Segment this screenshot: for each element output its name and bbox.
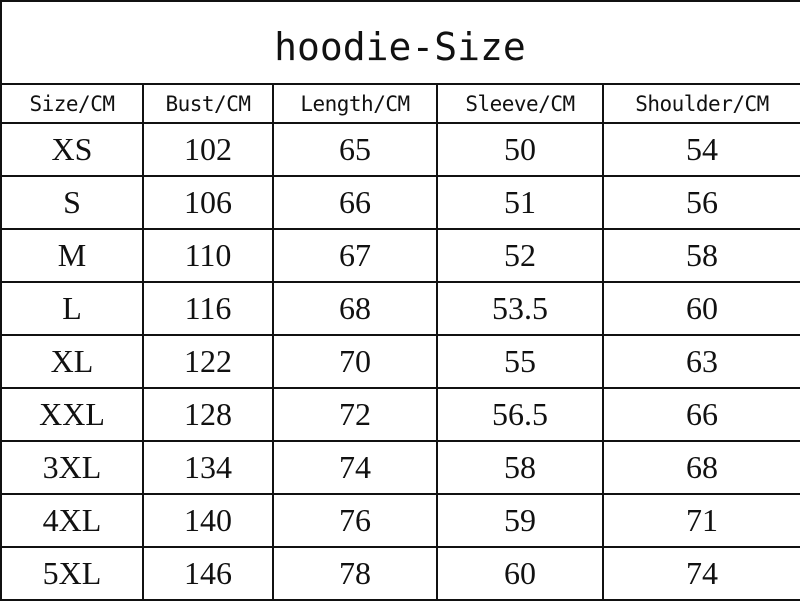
table-cell: 67	[272, 228, 438, 283]
table-title: hoodie-Size	[274, 25, 526, 69]
table-row: XL 122 70 55 63	[0, 334, 800, 389]
column-header: Shoulder/CM	[602, 83, 800, 124]
table-row: L 116 68 53.5 60	[0, 281, 800, 336]
table-cell: 55	[436, 334, 604, 389]
table-row: 4XL 140 76 59 71	[0, 493, 800, 548]
table-cell: 65	[272, 122, 438, 177]
table-cell: 74	[272, 440, 438, 495]
table-cell: 128	[142, 387, 274, 442]
table-cell: 71	[602, 493, 800, 548]
table-cell: 66	[272, 175, 438, 230]
table-cell: 140	[142, 493, 274, 548]
table-cell: 68	[272, 281, 438, 336]
table-cell: 58	[436, 440, 604, 495]
table-cell: 68	[602, 440, 800, 495]
column-header: Length/CM	[272, 83, 438, 124]
table-cell: 50	[436, 122, 604, 177]
table-cell: 53.5	[436, 281, 604, 336]
table-cell: M	[0, 228, 144, 283]
table-cell: 74	[602, 546, 800, 601]
table-cell: 54	[602, 122, 800, 177]
table-cell: 78	[272, 546, 438, 601]
table-cell: XL	[0, 334, 144, 389]
table-cell: 72	[272, 387, 438, 442]
table-cell: 134	[142, 440, 274, 495]
table-cell: 58	[602, 228, 800, 283]
column-header: Sleeve/CM	[436, 83, 604, 124]
table-cell: 76	[272, 493, 438, 548]
table-cell: 51	[436, 175, 604, 230]
table-cell: 3XL	[0, 440, 144, 495]
table-cell: 4XL	[0, 493, 144, 548]
table-cell: 60	[436, 546, 604, 601]
table-row: 3XL 134 74 58 68	[0, 440, 800, 495]
size-table: Size/CM Bust/CM Length/CM Sleeve/CM Shoulder…	[0, 83, 800, 601]
table-cell: 52	[436, 228, 604, 283]
table-cell: 70	[272, 334, 438, 389]
column-header: Size/CM	[0, 83, 144, 124]
header-row: Size/CM Bust/CM Length/CM Sleeve/CM Shoulder…	[0, 83, 800, 124]
table-cell: XXL	[0, 387, 144, 442]
table-cell: L	[0, 281, 144, 336]
table-row: XXL 128 72 56.5 66	[0, 387, 800, 442]
table-cell: 59	[436, 493, 604, 548]
table-cell: 5XL	[0, 546, 144, 601]
table-row: M 110 67 52 58	[0, 228, 800, 283]
table-cell: 106	[142, 175, 274, 230]
table-cell: 110	[142, 228, 274, 283]
table-cell: 56	[602, 175, 800, 230]
table-cell: 116	[142, 281, 274, 336]
table-cell: 122	[142, 334, 274, 389]
table-cell: 66	[602, 387, 800, 442]
table-row: S 106 66 51 56	[0, 175, 800, 230]
table-cell: 146	[142, 546, 274, 601]
table-row: 5XL 146 78 60 74	[0, 546, 800, 601]
table-cell: 56.5	[436, 387, 604, 442]
table-cell: 102	[142, 122, 274, 177]
table-cell: XS	[0, 122, 144, 177]
column-header: Bust/CM	[142, 83, 274, 124]
table-cell: 63	[602, 334, 800, 389]
table-row: XS 102 65 50 54	[0, 122, 800, 177]
table-cell: S	[0, 175, 144, 230]
table-cell: 60	[602, 281, 800, 336]
